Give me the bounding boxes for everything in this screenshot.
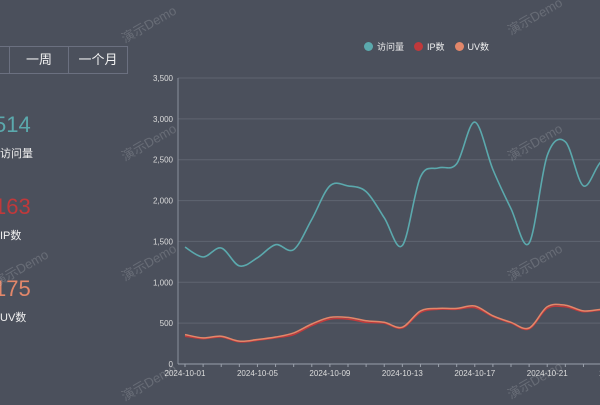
x-tick-label: 2024-10-13 bbox=[382, 369, 423, 378]
y-tick-label: 3,500 bbox=[153, 74, 174, 83]
x-tick-label: 2024-10-21 bbox=[527, 369, 568, 378]
x-tick-label: 2024-10-05 bbox=[237, 369, 278, 378]
stat-visits-value: 514 bbox=[0, 112, 31, 137]
legend-dot-uv bbox=[454, 42, 464, 51]
stat-uv-value: 175 bbox=[0, 276, 31, 301]
y-tick-label: 3,000 bbox=[153, 115, 174, 124]
legend-item-visits[interactable]: 访问量 bbox=[364, 40, 404, 53]
legend-item-ip[interactable]: IP数 bbox=[414, 40, 445, 53]
stat-uv: 175 UV数 bbox=[0, 277, 31, 325]
y-tick-label: 1,000 bbox=[153, 278, 174, 287]
legend-dot-ip bbox=[414, 42, 424, 51]
stat-uv-label: UV数 bbox=[0, 312, 27, 324]
x-tick-label: 2024-10-09 bbox=[309, 369, 350, 378]
legend-dot-visits bbox=[364, 42, 373, 51]
stat-visits-label: 访问量 bbox=[0, 148, 33, 160]
series-line-uv bbox=[184, 303, 600, 342]
tab-month[interactable]: 一个月 bbox=[69, 46, 128, 74]
stat-ip-label: IP数 bbox=[0, 230, 22, 242]
stat-visits: 514 访问量 bbox=[0, 113, 33, 161]
stat-ip: 163 IP数 bbox=[0, 195, 31, 243]
series-line-ip bbox=[184, 305, 600, 343]
legend-item-uv[interactable]: UV数 bbox=[454, 40, 490, 53]
x-tick-label: 2024-10-01 bbox=[165, 369, 206, 378]
legend-label-visits: 访问量 bbox=[377, 42, 405, 52]
y-tick-label: 1,500 bbox=[153, 237, 174, 246]
range-tabs: 一周 一个月 bbox=[0, 46, 128, 74]
chart-legend: 访问量 IP数 UV数 bbox=[364, 40, 489, 53]
tab-day[interactable] bbox=[0, 46, 10, 74]
legend-label-ip: IP数 bbox=[427, 42, 445, 52]
y-tick-label: 0 bbox=[169, 360, 174, 369]
legend-label-uv: UV数 bbox=[467, 42, 490, 52]
y-tick-label: 500 bbox=[160, 319, 174, 328]
tab-week[interactable]: 一周 bbox=[10, 46, 69, 74]
stat-ip-value: 163 bbox=[0, 194, 31, 219]
x-tick-label: 2024-10-17 bbox=[454, 369, 495, 378]
y-tick-label: 2,500 bbox=[153, 156, 174, 165]
y-tick-label: 2,000 bbox=[153, 197, 174, 206]
series-line-visits bbox=[184, 121, 600, 267]
